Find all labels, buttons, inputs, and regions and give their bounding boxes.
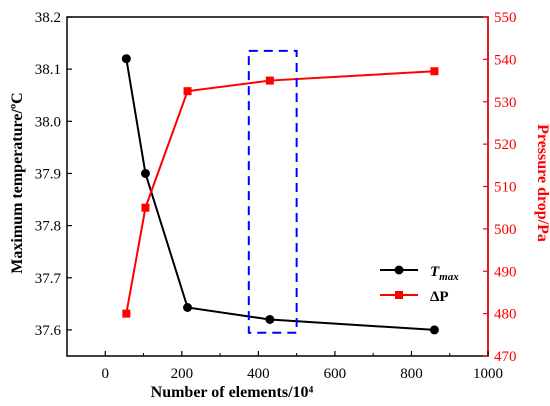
left-tick-label: 38.1 — [35, 62, 61, 78]
right-tick-label: 470 — [494, 349, 517, 365]
data-point — [429, 325, 439, 335]
series-line-1 — [125, 70, 435, 314]
right-tick-label: 540 — [494, 52, 517, 68]
left-axis-title: Maximum temperature/ºC — [9, 92, 26, 273]
plot-frame — [66, 16, 489, 357]
right-tick-label: 550 — [494, 10, 517, 26]
data-point — [121, 54, 131, 64]
data-point — [122, 309, 131, 318]
x-tick-label: 0 — [102, 366, 110, 382]
right-tick-label: 500 — [494, 222, 517, 238]
data-point — [430, 67, 439, 76]
plot-border — [66, 16, 489, 357]
data-point — [265, 314, 275, 324]
data-point — [183, 302, 193, 312]
right-tick-label: 490 — [494, 264, 517, 280]
x-tick-label: 400 — [247, 366, 270, 382]
series-layer — [121, 54, 439, 335]
right-tick-label: 530 — [494, 95, 517, 111]
left-tick-label: 37.9 — [35, 166, 61, 182]
right-tick-label: 480 — [494, 307, 517, 323]
x-tick-label: 600 — [324, 366, 347, 382]
legend-marker-tmax — [394, 265, 404, 275]
data-point — [265, 76, 274, 85]
right-tick-label: 520 — [494, 137, 517, 153]
highlight-layer — [247, 49, 298, 334]
x-axis-title: Number of elements/10⁴ — [151, 384, 314, 401]
left-tick-label: 37.6 — [35, 323, 62, 339]
right-axis-title: Pressure drop/Pa — [534, 124, 550, 242]
legend-marker-dp — [395, 291, 403, 299]
x-tick-label: 1000 — [473, 366, 503, 382]
x-axis-ticks: 0 200 400 600 800 1000 — [102, 351, 503, 382]
x-tick-label: 200 — [171, 366, 194, 382]
legend: Tmax ΔP — [380, 264, 459, 305]
series-line-0 — [125, 58, 435, 331]
left-tick-label: 37.7 — [35, 271, 62, 287]
left-tick-label: 38.2 — [35, 10, 61, 26]
right-tick-label: 510 — [494, 180, 517, 196]
right-axis-ticks: 470 480 490 500 510 520 530 540 550 — [483, 10, 517, 365]
x-tick-label: 800 — [400, 366, 423, 382]
highlight-box — [247, 49, 298, 334]
left-tick-label: 38.0 — [35, 114, 61, 130]
data-point — [141, 203, 150, 212]
legend-label-dp: ΔP — [430, 289, 449, 305]
left-tick-label: 37.8 — [35, 219, 61, 235]
left-axis-ticks: 37.6 37.7 37.8 37.9 38.0 38.1 38.2 — [35, 10, 72, 339]
data-point — [140, 168, 150, 178]
data-point — [183, 87, 192, 96]
legend-label-tmax: Tmax — [430, 264, 459, 283]
